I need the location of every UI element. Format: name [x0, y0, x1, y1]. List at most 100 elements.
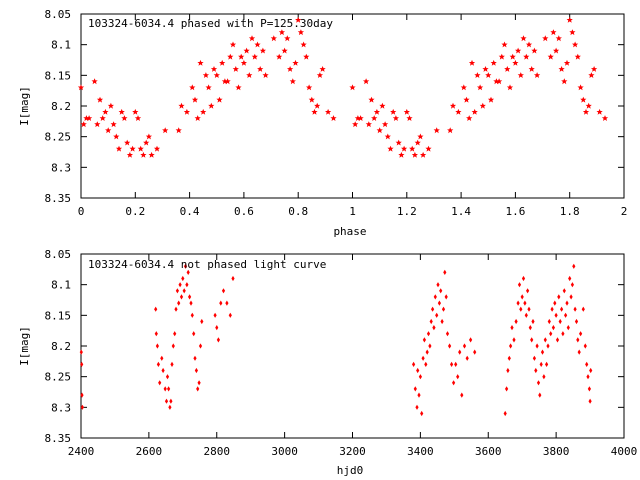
unphased-data-point [179, 294, 184, 300]
unphased-data-point [583, 343, 587, 349]
phased-data-point [91, 78, 98, 85]
unphased-data-point [576, 337, 580, 343]
phased-data-point [262, 72, 269, 78]
unphased-data-point [225, 300, 229, 306]
unphased-y-axis-label: I[mag] [18, 326, 31, 366]
phased-data-point [471, 108, 478, 115]
unphased-data-point [194, 367, 198, 374]
phased-data-point [547, 53, 554, 60]
unphased-data-point [156, 361, 160, 367]
unphased-data-point [412, 361, 416, 367]
unphased-data-point [426, 331, 431, 337]
phased-data-point [485, 72, 492, 78]
unphased-data-point [454, 361, 458, 367]
phased-data-point [523, 53, 530, 60]
phased-data-point [363, 78, 370, 85]
phased-data-point [395, 139, 402, 146]
phased-data-point [330, 115, 337, 121]
unphased-chart-title: 103324-6034.4 not phased light curve [88, 258, 326, 271]
phased-x-tick-label: 0.8 [288, 205, 308, 218]
phased-data-point [126, 151, 133, 158]
unphased-x-tick-label: 3400 [407, 445, 434, 458]
unphased-data-point [174, 306, 178, 312]
unphased-data-point [448, 343, 452, 349]
unphased-data-point [170, 361, 174, 367]
phased-data-point [520, 35, 527, 42]
unphased-y-tick-label: 8.3 [51, 401, 71, 414]
unphased-data-point [558, 318, 562, 325]
unphased-data-point [164, 398, 169, 404]
unphased-data-point [535, 343, 539, 349]
unphased-data-point [510, 325, 514, 331]
unphased-data-point [520, 294, 524, 300]
unphased-y-tick-label: 8.35 [45, 432, 72, 445]
unphased-data-point [161, 367, 165, 374]
unphased-data-point [425, 349, 429, 355]
phased-y-tick-label: 8.2 [51, 100, 71, 113]
phased-data-point [284, 35, 291, 42]
phased-data-point [289, 78, 296, 85]
phased-data-point [352, 121, 359, 128]
phased-data-point [99, 115, 106, 121]
unphased-x-tick-label: 3200 [339, 445, 366, 458]
unphased-data-point [424, 361, 428, 367]
unphased-data-point [588, 398, 592, 404]
phased-data-point [216, 96, 223, 103]
unphased-data-point [545, 361, 549, 367]
unphased-data-point [550, 306, 554, 312]
unphased-data-point [422, 337, 426, 343]
unphased-points [79, 263, 593, 417]
phased-data-point [243, 47, 250, 54]
phased-plot-frame [80, 13, 625, 199]
phased-data-point [553, 47, 560, 54]
phased-data-point [124, 139, 131, 146]
unphased-data-point [445, 331, 450, 337]
phased-data-point [555, 35, 562, 42]
phased-data-point [94, 121, 101, 128]
phased-x-tick-label: 1.8 [560, 205, 580, 218]
phased-data-point [300, 41, 307, 48]
phased-data-point [278, 29, 285, 36]
phased-data-point [219, 59, 226, 66]
phased-data-point [425, 145, 432, 152]
unphased-data-point [514, 318, 518, 325]
phased-data-point [134, 115, 142, 121]
phased-data-point [200, 108, 207, 115]
phased-data-point [137, 145, 144, 152]
phased-data-point [129, 145, 136, 152]
phased-x-tick-label: 1.2 [397, 205, 417, 218]
unphased-ticks: 2400 2600 2800 3000 3200 3400 3600 3800 4000 8.05… [45, 248, 638, 458]
phased-data-point [105, 127, 112, 134]
unphased-data-point [469, 337, 473, 343]
phased-x-tick-label: 0.4 [180, 205, 200, 218]
phased-y-tick-label: 8.3 [51, 161, 71, 174]
phased-data-point [349, 84, 356, 91]
unphased-data-point [435, 312, 439, 318]
phased-data-point [477, 84, 484, 91]
phased-data-point [474, 72, 481, 78]
phased-data-point [506, 84, 514, 91]
unphased-data-point [431, 306, 435, 312]
unphased-data-point [519, 306, 523, 312]
phased-data-point [246, 72, 253, 78]
unphased-data-point [189, 300, 193, 306]
phased-data-point [240, 59, 247, 66]
unphased-data-point [440, 318, 444, 325]
phased-data-point [248, 35, 256, 42]
phased-data-point [487, 96, 495, 103]
phased-data-point [468, 59, 476, 66]
phased-data-point [479, 102, 486, 109]
unphased-data-point [530, 337, 534, 343]
unphased-data-point [452, 380, 456, 386]
phased-data-point [194, 115, 201, 121]
phased-data-point [254, 41, 261, 48]
unphased-data-point [198, 343, 203, 349]
unphased-data-point [587, 386, 591, 392]
phased-data-point [205, 84, 212, 91]
phased-data-point [384, 133, 391, 140]
phased-data-point [143, 139, 150, 146]
unphased-data-point [433, 294, 437, 300]
unphased-data-point [569, 294, 573, 300]
phased-data-point [257, 66, 264, 72]
unphased-data-point [80, 404, 84, 410]
